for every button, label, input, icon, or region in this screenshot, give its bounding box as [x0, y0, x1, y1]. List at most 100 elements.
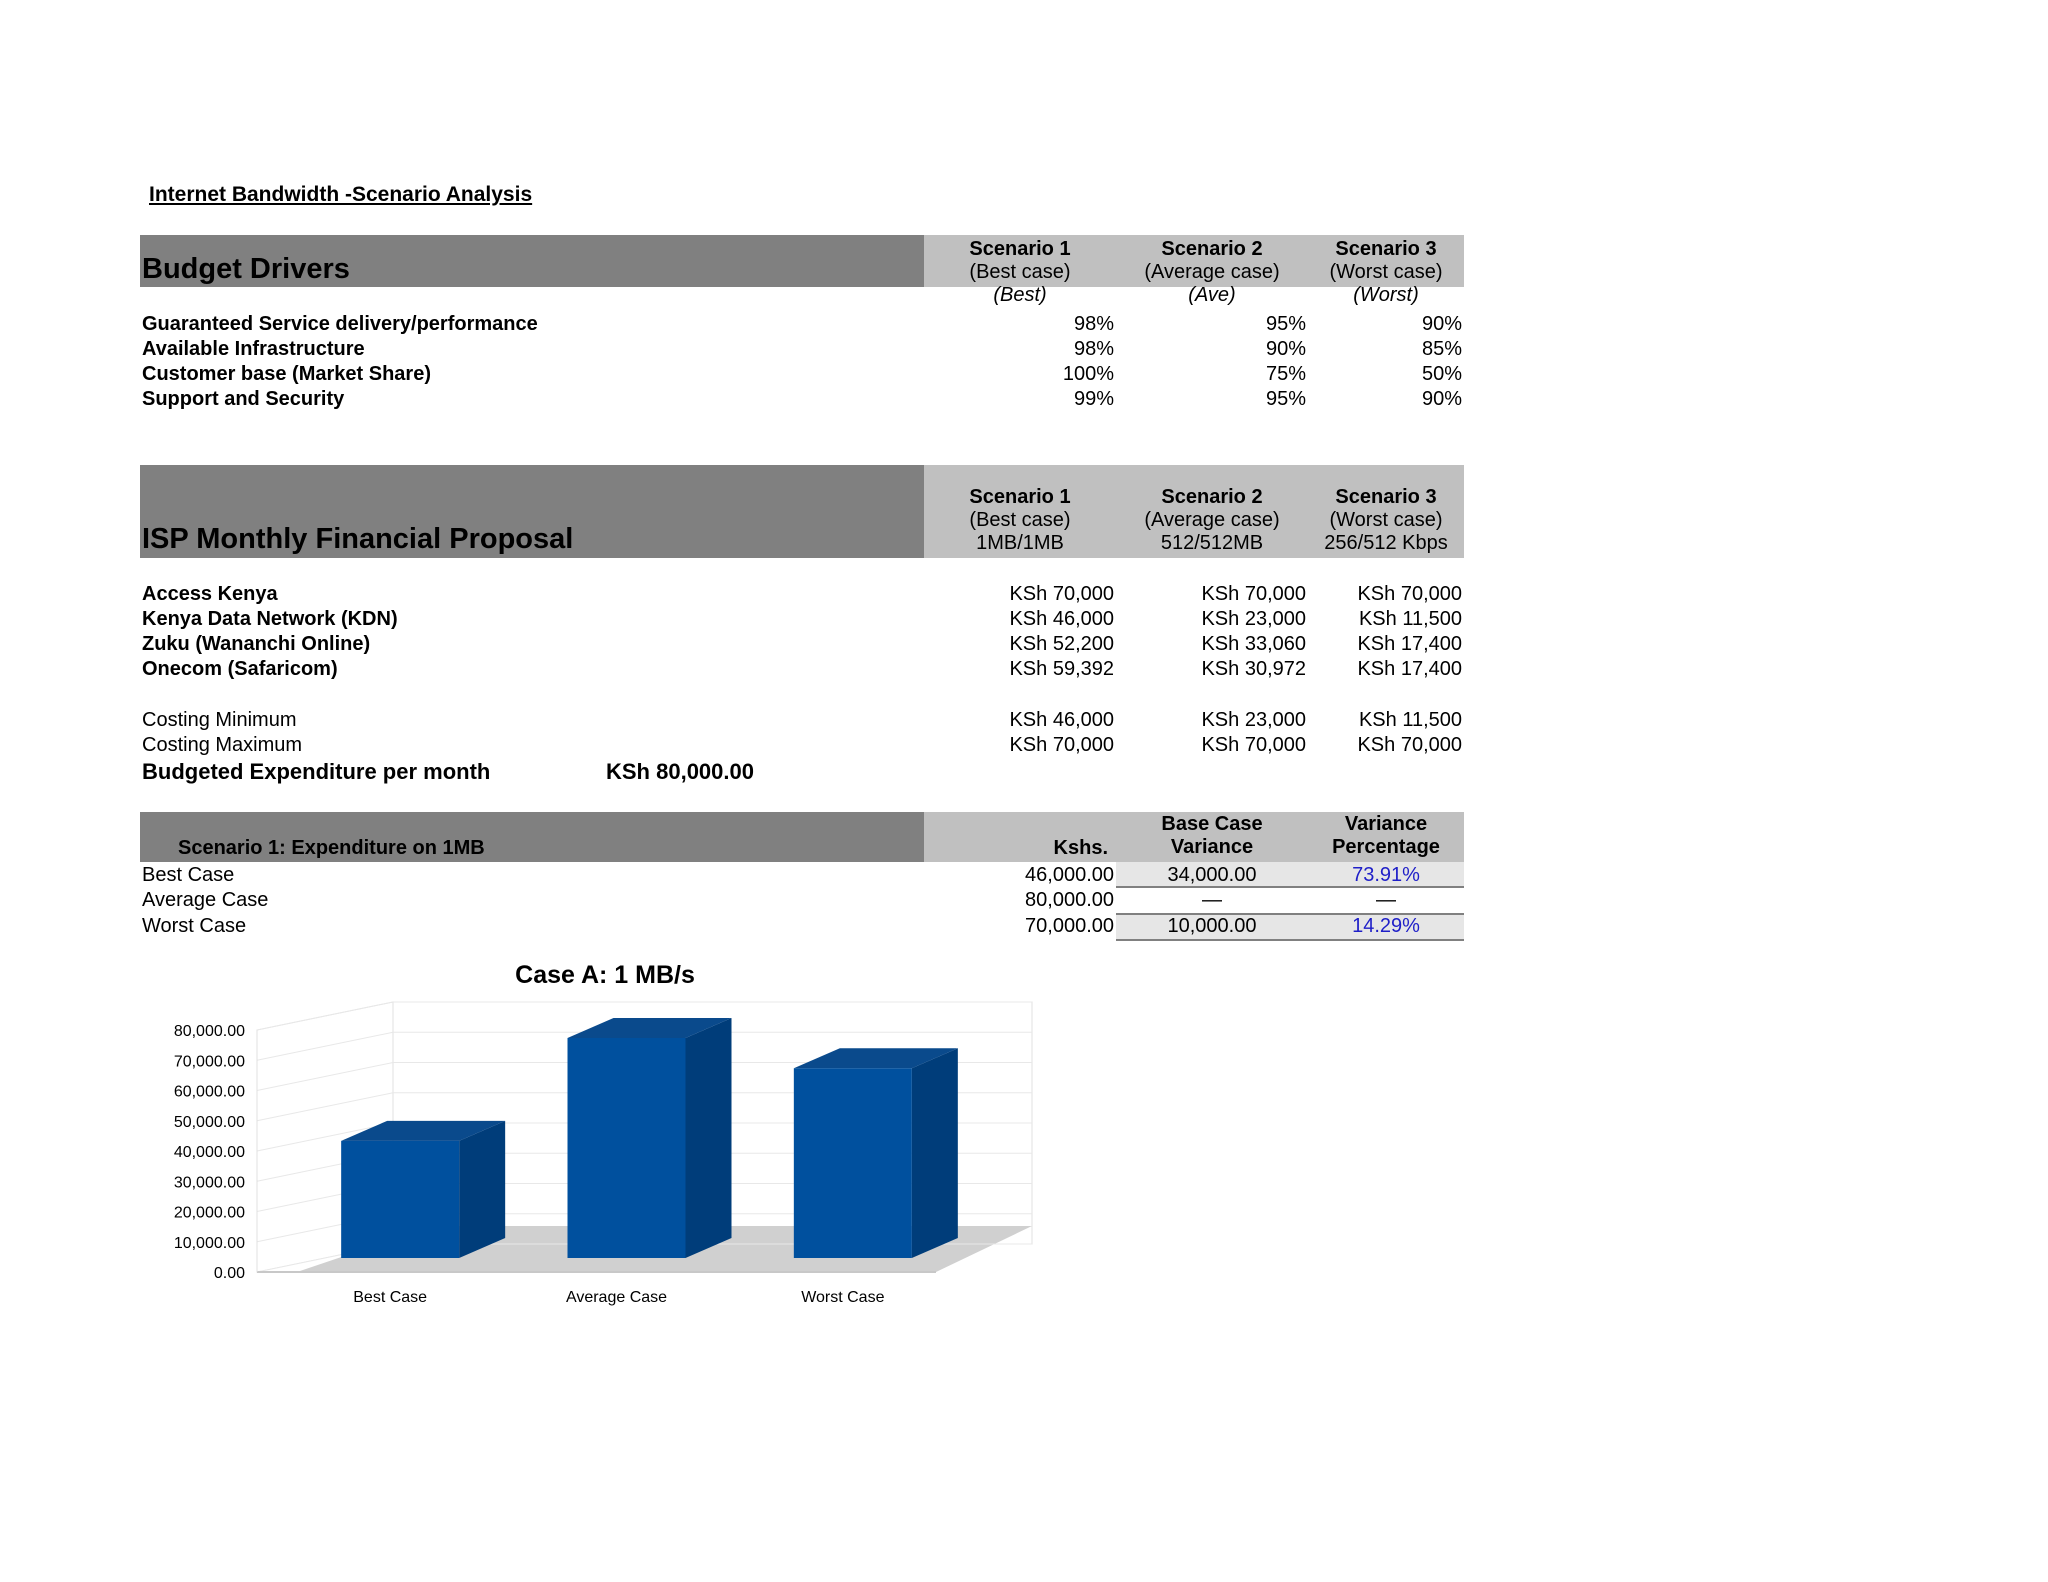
isp-row-label: Kenya Data Network (KDN) — [142, 608, 398, 630]
expenditure-row-pct: 14.29% — [1352, 915, 1420, 937]
col-base-case-variance: Base Case Variance — [1116, 813, 1308, 859]
bar-top — [341, 1120, 506, 1141]
expenditure-row-kshs: 80,000.00 — [1025, 889, 1114, 911]
expenditure-row-variance: 34,000.00 — [1167, 864, 1257, 886]
x-tick-label: Best Case — [353, 1289, 427, 1306]
budget-row-value: 98% — [1073, 313, 1114, 335]
y-tick-label: 10,000.00 — [174, 1235, 245, 1252]
col-name: Scenario 2 — [1161, 238, 1263, 260]
budget-row-value: 85% — [1421, 338, 1462, 360]
col-case: (Average case) — [1144, 509, 1280, 531]
col-name: Scenario 1 — [969, 238, 1071, 260]
y-tick-label: 30,000.00 — [174, 1174, 245, 1191]
isp-row-value: KSh 70,000 — [1009, 583, 1114, 605]
bar-top — [793, 1048, 958, 1069]
budget-row-value: 100% — [1062, 363, 1114, 385]
proposal-col-scenario-3: Scenario 3 (Worst case) 256/512 Kbps — [1308, 486, 1464, 555]
proposal-header-bar — [140, 465, 924, 558]
budget-row-value: 90% — [1421, 313, 1462, 335]
col-tag: (Best) — [993, 284, 1047, 306]
col-speed: 256/512 Kbps — [1324, 532, 1448, 554]
y-tick-label: 20,000.00 — [174, 1205, 245, 1222]
budget-row-value: 90% — [1265, 338, 1306, 360]
col-case: (Average case) — [1144, 261, 1280, 283]
expenditure-row-label: Average Case — [142, 889, 269, 911]
budget-row-value: 98% — [1073, 338, 1114, 360]
budget-col-scenario-2: Scenario 2 (Average case) (Ave) — [1116, 238, 1308, 307]
proposal-col-scenario-2: Scenario 2 (Average case) 512/512MB — [1116, 486, 1308, 555]
expenditure-header-bar — [140, 812, 924, 862]
isp-row-value: KSh 17,400 — [1357, 658, 1462, 680]
isp-row-value: KSh 23,000 — [1201, 608, 1306, 630]
variance-cell-bg — [1116, 862, 1464, 888]
document-title: Internet Bandwidth -Scenario Analysis — [149, 183, 533, 206]
expenditure-row-pct: — — [1376, 889, 1396, 911]
col-line-2: Variance — [1170, 836, 1254, 858]
costing-max-value: KSh 70,000 — [1201, 734, 1306, 756]
isp-row-label: Zuku (Wananchi Online) — [142, 633, 371, 655]
bar — [793, 1068, 912, 1258]
col-name: Scenario 2 — [1161, 486, 1263, 508]
budget-row-label: Guaranteed Service delivery/performance — [142, 313, 538, 335]
y-tick-label: 50,000.00 — [174, 1114, 245, 1131]
costing-min-value: KSh 23,000 — [1201, 709, 1306, 731]
expenditure-row-label: Best Case — [142, 864, 235, 886]
budget-drivers-scenario-header — [924, 235, 1464, 287]
col-case: (Worst case) — [1329, 261, 1443, 283]
costing-max-value: KSh 70,000 — [1009, 734, 1114, 756]
gridline — [256, 1001, 1032, 1031]
y-tick-label: 60,000.00 — [174, 1084, 245, 1101]
budget-row-label: Support and Security — [142, 388, 345, 410]
expenditure-row-variance: 10,000.00 — [1167, 915, 1257, 937]
col-kshs: Kshs. — [1053, 837, 1108, 859]
isp-row-value: KSh 17,400 — [1357, 633, 1462, 655]
budget-drivers-header-bar — [140, 235, 924, 287]
bar — [567, 1038, 686, 1258]
col-case: (Worst case) — [1329, 509, 1443, 531]
proposal-col-scenario-1: Scenario 1 (Best case) 1MB/1MB — [924, 486, 1116, 555]
budget-row-value: 75% — [1265, 363, 1306, 385]
col-tag: (Ave) — [1188, 284, 1236, 306]
x-tick-label: Average Case — [566, 1289, 667, 1306]
budget-row-value: 50% — [1421, 363, 1462, 385]
bar-top — [567, 1018, 732, 1038]
budgeted-expenditure-value: KSh 80,000.00 — [606, 759, 754, 784]
expenditure-title: Scenario 1: Expenditure on 1MB — [178, 837, 485, 859]
col-variance-percentage: Variance Percentage — [1308, 813, 1464, 859]
bar-side — [459, 1120, 506, 1258]
isp-row-value: KSh 46,000 — [1009, 608, 1114, 630]
col-case: (Best case) — [969, 509, 1071, 531]
isp-row-value: KSh 52,200 — [1009, 633, 1114, 655]
costing-min-label: Costing Minimum — [142, 709, 297, 731]
isp-row-value: KSh 33,060 — [1201, 633, 1306, 655]
costing-max-label: Costing Maximum — [142, 734, 303, 756]
col-name: Scenario 3 — [1335, 486, 1437, 508]
budget-col-scenario-1: Scenario 1 (Best case) (Best) — [924, 238, 1116, 307]
expenditure-row-label: Worst Case — [142, 915, 247, 937]
chart-title: Case A: 1 MB/s — [515, 961, 695, 989]
budget-row-value: 99% — [1073, 388, 1114, 410]
isp-row-value: KSh 30,972 — [1201, 658, 1306, 680]
col-line-1: Base Case — [1161, 813, 1263, 835]
costing-min-value: KSh 46,000 — [1009, 709, 1114, 731]
x-tick-label: Worst Case — [801, 1289, 884, 1306]
bar-side — [685, 1018, 732, 1258]
y-tick-label: 70,000.00 — [174, 1053, 245, 1070]
col-line-1: Variance — [1344, 813, 1428, 835]
isp-row-value: KSh 70,000 — [1357, 583, 1462, 605]
isp-row-value: KSh 11,500 — [1358, 608, 1462, 630]
costing-max-value: KSh 70,000 — [1357, 734, 1462, 756]
y-tick-label: 0.00 — [214, 1265, 245, 1282]
col-tag: (Worst) — [1353, 284, 1419, 306]
expenditure-row-pct: 73.91% — [1352, 864, 1420, 886]
isp-row-label: Access Kenya — [142, 583, 278, 605]
expenditure-col-header — [924, 812, 1464, 862]
budget-row-value: 90% — [1421, 388, 1462, 410]
expenditure-row-kshs: 70,000.00 — [1025, 915, 1114, 937]
bar-chart: 0.00 10,000.00 20,000.00 30,000.00 40,000.00… — [174, 1001, 1033, 1306]
budget-row-label: Customer base (Market Share) — [142, 363, 431, 385]
isp-row-label: Onecom (Safaricom) — [142, 658, 338, 680]
y-tick-label: 40,000.00 — [174, 1144, 245, 1161]
gridline — [256, 1031, 1032, 1061]
budget-row-label: Available Infrastructure — [142, 338, 365, 360]
